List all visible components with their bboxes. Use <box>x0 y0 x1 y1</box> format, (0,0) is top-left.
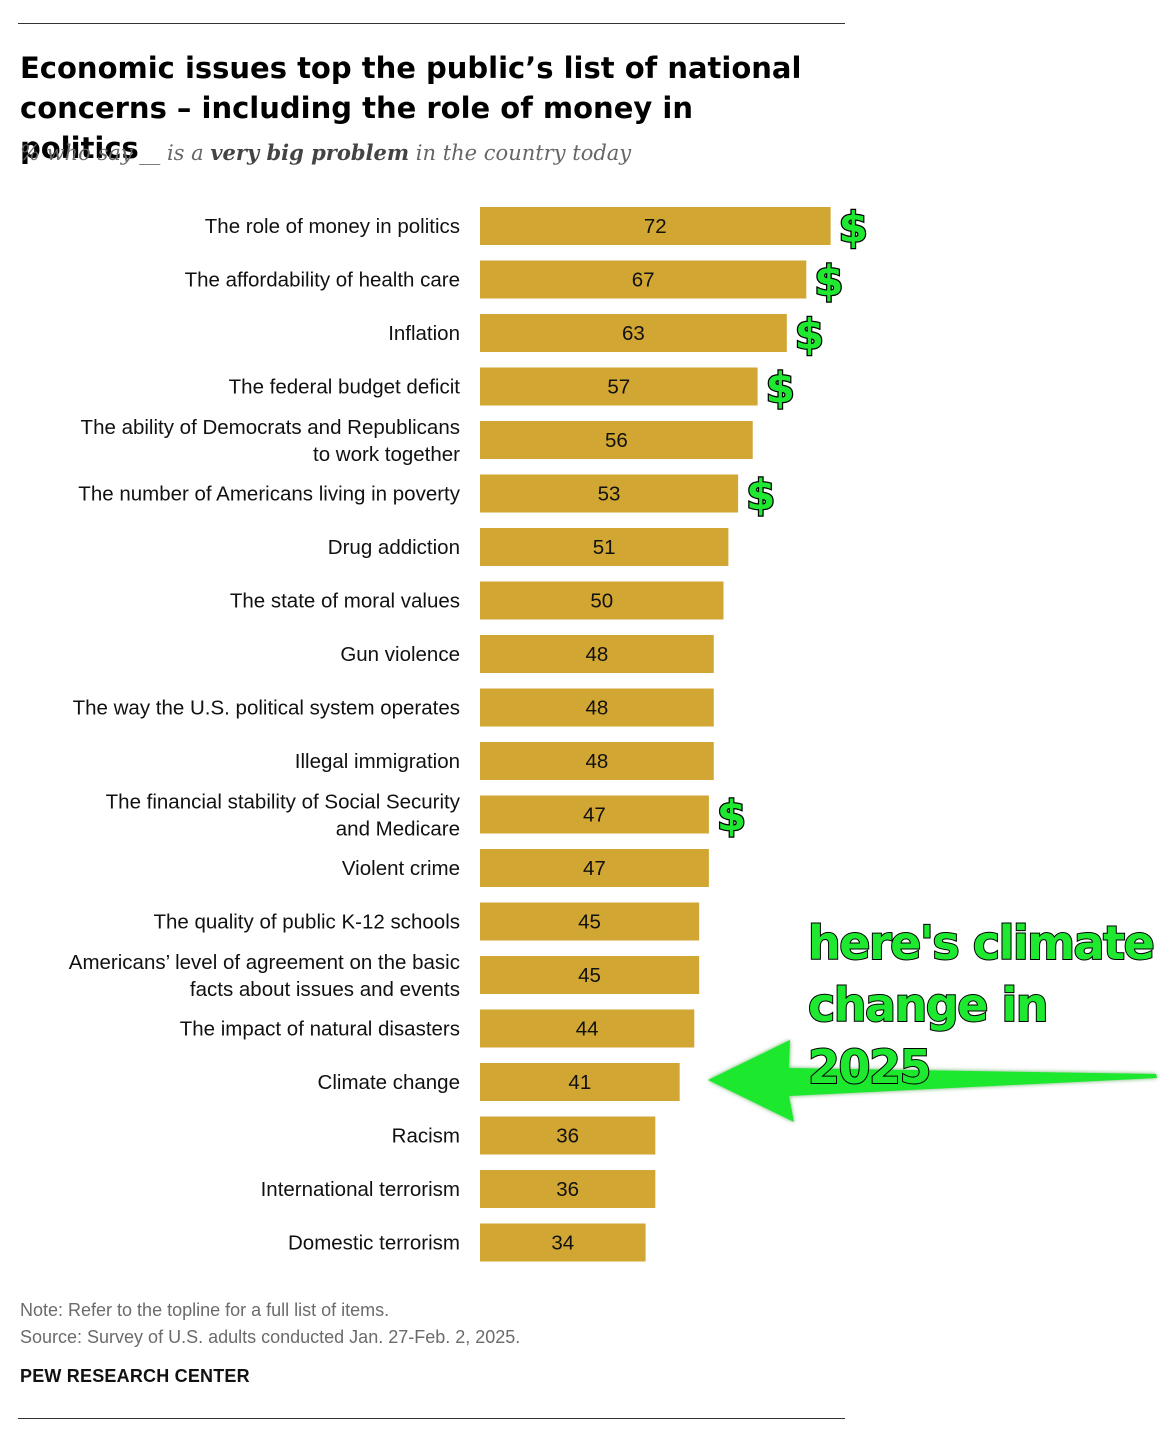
bottom-rule <box>18 1418 845 1419</box>
value-label-10: 48 <box>585 750 608 773</box>
bar-9 <box>480 688 714 727</box>
category-label-10-0: Illegal immigration <box>295 750 460 773</box>
bar-18 <box>480 1170 656 1208</box>
category-label-13-0: The quality of public K-12 schools <box>153 911 460 934</box>
value-label-7: 50 <box>590 590 613 613</box>
category-label-19-0: Domestic terrorism <box>288 1232 460 1255</box>
bar-2 <box>480 314 787 352</box>
bar-19 <box>480 1223 646 1262</box>
value-label-17: 36 <box>556 1125 579 1148</box>
pew-logo-text: PEW RESEARCH CENTER <box>20 1366 250 1386</box>
bar-0 <box>480 207 831 245</box>
category-label-7-0: The state of moral values <box>230 590 460 613</box>
value-label-11: 47 <box>583 804 606 827</box>
bar-12 <box>480 849 709 887</box>
subtitle-emphasis: very big problem <box>210 140 410 165</box>
chart-note: Note: Refer to the topline for a full li… <box>20 1300 390 1320</box>
value-label-19: 34 <box>551 1232 574 1255</box>
dollar-sign-icon: $ <box>766 364 795 413</box>
dollar-sign-icon: $ <box>839 203 868 252</box>
chart-title: Economic issues top the public’s list of… <box>20 51 802 165</box>
category-label-12-0: Violent crime <box>342 857 460 880</box>
value-label-3: 57 <box>607 376 630 399</box>
annotation-arrow-layer <box>708 1040 1157 1122</box>
bar-14 <box>480 956 700 994</box>
dollar-sign-icon: $ <box>795 310 824 359</box>
category-label-4-0: The ability of Democrats and Republicans <box>81 416 460 439</box>
category-label-15-0: The impact of natural disasters <box>180 1018 460 1041</box>
bar-6 <box>480 528 729 566</box>
category-label-14-0: Americans’ level of agreement on the bas… <box>69 951 460 974</box>
value-label-0: 72 <box>644 215 667 238</box>
bar-17 <box>480 1116 656 1155</box>
bar-4 <box>480 421 753 459</box>
climate-annotation: here's climate change in 2025 <box>807 912 1168 1098</box>
bar-5 <box>480 474 739 513</box>
category-label-17-0: Racism <box>392 1125 460 1148</box>
chart-source: Source: Survey of U.S. adults conducted … <box>20 1327 521 1347</box>
category-label-11-0: The financial stability of Social Securi… <box>106 791 461 814</box>
category-label-1-0: The affordability of health care <box>185 269 460 292</box>
category-label-9-0: The way the U.S. political system operat… <box>73 697 460 720</box>
value-label-9: 48 <box>585 697 608 720</box>
value-label-1: 67 <box>632 269 655 292</box>
category-label-8-0: Gun violence <box>340 643 460 666</box>
bar-1 <box>480 260 807 299</box>
value-label-14: 45 <box>578 964 601 987</box>
category-label-5-0: The number of Americans living in povert… <box>78 483 460 506</box>
dollar-sign-icon: $ <box>717 792 746 841</box>
category-label-14-1: facts about issues and events <box>190 978 460 1001</box>
category-label-18-0: International terrorism <box>261 1178 460 1201</box>
subtitle-prefix: % who say __ is a <box>20 141 211 165</box>
value-label-2: 63 <box>622 322 645 345</box>
chart-subtitle: % who say __ is a very big problem in th… <box>20 140 631 165</box>
bar-15 <box>480 1009 695 1048</box>
bar-13 <box>480 902 700 941</box>
category-label-11-1: and Medicare <box>336 818 460 841</box>
dollar-sign-icon: $ <box>746 471 775 520</box>
dollar-sign-icon: $ <box>814 257 843 306</box>
value-label-15: 44 <box>576 1018 599 1041</box>
category-label-16-0: Climate change <box>318 1071 460 1094</box>
annotation-line-1: here's climate <box>807 915 1156 971</box>
annotation-line-2: change in 2025 <box>807 977 1049 1095</box>
bar-16 <box>480 1063 680 1101</box>
bar-7 <box>480 581 724 620</box>
bar-11 <box>480 795 709 834</box>
bars-layer: 72 The role of money in politics $67 The af… <box>69 202 869 1262</box>
value-label-5: 53 <box>598 483 621 506</box>
subtitle-suffix: in the country today <box>409 141 632 165</box>
category-label-0-0: The role of money in politics <box>205 215 460 238</box>
value-label-4: 56 <box>605 429 628 452</box>
annotation-arrow <box>708 1040 1157 1122</box>
category-label-2-0: Inflation <box>388 322 460 345</box>
value-label-16: 41 <box>568 1071 591 1094</box>
category-label-6-0: Drug addiction <box>328 536 460 559</box>
top-rule <box>18 23 845 24</box>
bar-8 <box>480 635 714 673</box>
value-label-13: 45 <box>578 911 601 934</box>
value-label-8: 48 <box>585 643 608 666</box>
value-label-6: 51 <box>593 536 616 559</box>
category-label-3-0: The federal budget deficit <box>229 376 461 399</box>
value-label-12: 47 <box>583 857 606 880</box>
bar-10 <box>480 742 714 780</box>
value-label-18: 36 <box>556 1178 579 1201</box>
category-label-4-1: to work together <box>313 443 460 466</box>
bar-3 <box>480 367 758 406</box>
